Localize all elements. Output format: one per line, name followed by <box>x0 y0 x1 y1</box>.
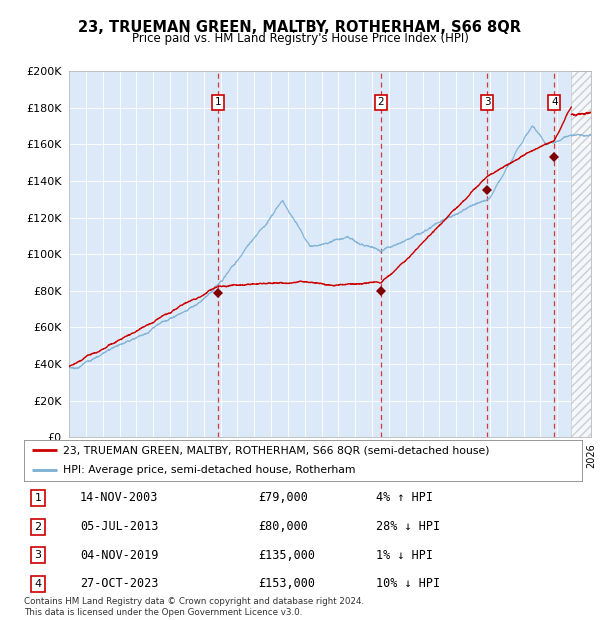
Text: £153,000: £153,000 <box>259 577 316 590</box>
Text: 2: 2 <box>34 521 41 531</box>
Text: 27-OCT-2023: 27-OCT-2023 <box>80 577 158 590</box>
Text: 3: 3 <box>484 97 491 107</box>
Text: 4% ↑ HPI: 4% ↑ HPI <box>376 492 433 505</box>
Text: 1: 1 <box>34 493 41 503</box>
Text: 23, TRUEMAN GREEN, MALTBY, ROTHERHAM, S66 8QR (semi-detached house): 23, TRUEMAN GREEN, MALTBY, ROTHERHAM, S6… <box>63 445 490 455</box>
Text: 1% ↓ HPI: 1% ↓ HPI <box>376 549 433 562</box>
Text: 4: 4 <box>34 579 41 589</box>
Text: Contains HM Land Registry data © Crown copyright and database right 2024.
This d: Contains HM Land Registry data © Crown c… <box>24 598 364 617</box>
Text: Price paid vs. HM Land Registry's House Price Index (HPI): Price paid vs. HM Land Registry's House … <box>131 32 469 45</box>
Text: £135,000: £135,000 <box>259 549 316 562</box>
Text: 05-JUL-2013: 05-JUL-2013 <box>80 520 158 533</box>
Text: 23, TRUEMAN GREEN, MALTBY, ROTHERHAM, S66 8QR: 23, TRUEMAN GREEN, MALTBY, ROTHERHAM, S6… <box>79 20 521 35</box>
Text: 10% ↓ HPI: 10% ↓ HPI <box>376 577 440 590</box>
Text: £80,000: £80,000 <box>259 520 308 533</box>
Text: £79,000: £79,000 <box>259 492 308 505</box>
Text: 04-NOV-2019: 04-NOV-2019 <box>80 549 158 562</box>
Text: 2: 2 <box>377 97 384 107</box>
Text: 4: 4 <box>551 97 557 107</box>
Bar <box>571 71 591 437</box>
Text: 28% ↓ HPI: 28% ↓ HPI <box>376 520 440 533</box>
Text: 3: 3 <box>34 551 41 560</box>
Text: HPI: Average price, semi-detached house, Rotherham: HPI: Average price, semi-detached house,… <box>63 466 356 476</box>
Text: 1: 1 <box>215 97 221 107</box>
Text: 14-NOV-2003: 14-NOV-2003 <box>80 492 158 505</box>
